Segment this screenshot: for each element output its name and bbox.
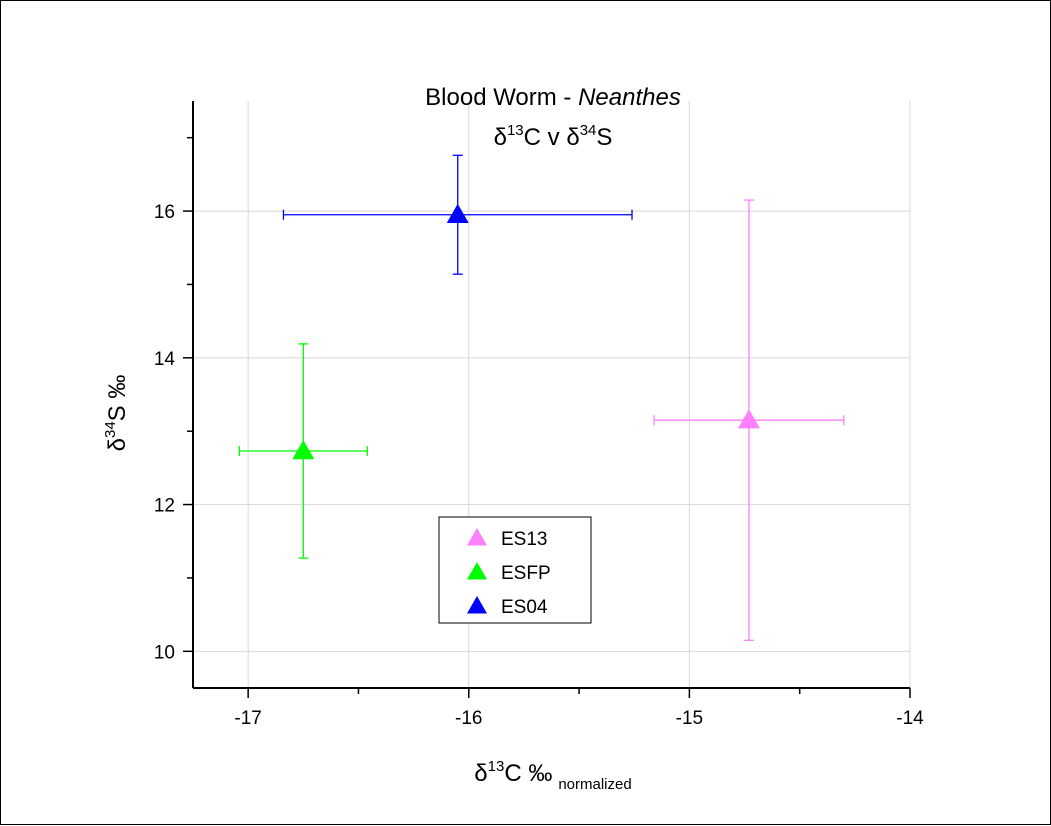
x-tick-label: -14 <box>896 708 924 729</box>
series-esfp <box>238 343 368 559</box>
chart-title: Blood Worm - Neanthes <box>425 84 681 111</box>
legend-marker-es13 <box>467 528 487 546</box>
triangle-marker <box>737 409 760 429</box>
subtitle-delta-1: δ <box>494 124 507 151</box>
y-label-delta: δ <box>104 438 131 451</box>
x-tick-label: -15 <box>676 708 703 729</box>
axes <box>192 101 910 689</box>
subtitle-sup-1: 13 <box>507 122 524 139</box>
legend-label-es13: ES13 <box>501 529 547 550</box>
chart-title-italic: Neanthes <box>578 84 681 111</box>
y-tick-label: 14 <box>154 349 176 370</box>
subtitle-mid: C v δ <box>524 124 580 151</box>
triangle-marker <box>292 439 315 460</box>
subtitle-end: S <box>596 124 612 151</box>
triangle-marker <box>446 203 469 223</box>
series-es04 <box>282 154 633 275</box>
x-label-sub: normalized <box>558 776 631 793</box>
x-label-main: C ‰ <box>504 760 552 787</box>
subtitle-sup-2: 34 <box>580 122 597 139</box>
series-es13 <box>653 199 845 641</box>
legend: ES13 ESFP ES04 <box>438 516 592 624</box>
chart-title-main: Blood Worm - <box>425 84 578 111</box>
data-marks <box>238 154 845 641</box>
y-label-sup: 34 <box>102 421 119 438</box>
legend-box <box>438 516 592 624</box>
x-axis-label: δ13C ‰ normalized <box>474 758 631 793</box>
y-axis-label: δ34S ‰ <box>102 375 131 452</box>
legend-label-es04: ES04 <box>501 597 548 618</box>
y-tick-label: 16 <box>154 202 175 223</box>
y-tick-label: 12 <box>154 496 175 517</box>
x-tick-label: -16 <box>455 708 482 729</box>
grid-lines <box>193 101 911 688</box>
x-label-sup: 13 <box>488 758 505 775</box>
x-tick-label: -17 <box>234 708 261 729</box>
legend-marker-esfp <box>467 562 487 580</box>
legend-marker-es04 <box>467 596 487 614</box>
y-tick-label: 10 <box>154 642 175 663</box>
chart-subtitle: δ13C v δ34S <box>494 122 613 151</box>
y-label-main: S ‰ <box>104 375 131 422</box>
axis-ticks: -17 -16 -15 -14 10 12 14 16 <box>154 136 924 729</box>
legend-label-esfp: ESFP <box>501 563 551 584</box>
x-label-delta: δ <box>474 760 487 787</box>
